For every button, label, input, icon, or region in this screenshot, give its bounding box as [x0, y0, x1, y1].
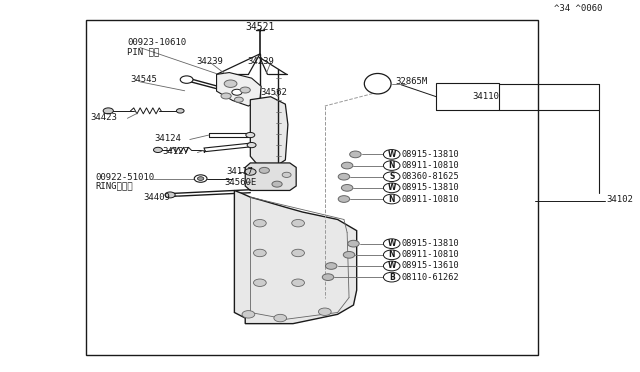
Circle shape	[234, 97, 243, 102]
Text: 34521: 34521	[245, 22, 275, 32]
Text: W: W	[388, 183, 396, 192]
Text: RINGリング: RINGリング	[95, 182, 133, 190]
Polygon shape	[216, 73, 261, 106]
Circle shape	[383, 150, 400, 159]
Circle shape	[195, 175, 207, 182]
Circle shape	[341, 185, 353, 191]
Text: ^34 ^0060: ^34 ^0060	[554, 4, 602, 13]
Circle shape	[180, 76, 193, 83]
Text: 34423: 34423	[90, 113, 117, 122]
Circle shape	[198, 177, 204, 180]
Text: 34102: 34102	[606, 195, 633, 203]
Circle shape	[338, 173, 349, 180]
Text: 32865M: 32865M	[395, 77, 427, 86]
Text: 08110-61262: 08110-61262	[401, 273, 459, 282]
Polygon shape	[245, 163, 296, 190]
Text: 34409: 34409	[143, 193, 170, 202]
Circle shape	[292, 219, 305, 227]
Circle shape	[244, 169, 256, 175]
Circle shape	[326, 263, 337, 269]
Ellipse shape	[364, 74, 391, 94]
Text: 08915-13810: 08915-13810	[401, 150, 459, 159]
Circle shape	[383, 183, 400, 193]
Text: N: N	[388, 250, 395, 259]
Circle shape	[383, 172, 400, 182]
Circle shape	[253, 249, 266, 257]
Circle shape	[154, 147, 163, 153]
Circle shape	[165, 192, 175, 198]
Circle shape	[323, 274, 333, 280]
Circle shape	[383, 194, 400, 204]
Text: 34117: 34117	[226, 167, 253, 176]
Circle shape	[343, 251, 355, 258]
Circle shape	[253, 219, 266, 227]
Text: 34124: 34124	[154, 134, 181, 143]
Text: 34110: 34110	[472, 92, 499, 101]
Text: 08911-10810: 08911-10810	[401, 195, 459, 203]
Text: N: N	[388, 195, 395, 203]
Text: W: W	[388, 262, 396, 270]
Circle shape	[349, 151, 361, 158]
Text: W: W	[388, 150, 396, 159]
Text: 00922-51010: 00922-51010	[95, 173, 155, 182]
Circle shape	[221, 93, 231, 99]
Text: 34127: 34127	[163, 147, 189, 156]
Circle shape	[272, 181, 282, 187]
Polygon shape	[250, 97, 288, 167]
Circle shape	[259, 167, 269, 173]
Text: S: S	[389, 172, 394, 181]
Circle shape	[292, 249, 305, 257]
Text: 08915-13810: 08915-13810	[401, 239, 459, 248]
Circle shape	[338, 196, 349, 202]
Circle shape	[247, 142, 256, 148]
Text: 08911-10810: 08911-10810	[401, 161, 459, 170]
Circle shape	[177, 109, 184, 113]
Text: 08915-13610: 08915-13610	[401, 262, 459, 270]
Text: N: N	[388, 161, 395, 170]
Text: B: B	[389, 273, 395, 282]
Text: W: W	[388, 239, 396, 248]
Circle shape	[292, 279, 305, 286]
Circle shape	[232, 89, 242, 95]
Circle shape	[319, 308, 332, 315]
Circle shape	[383, 250, 400, 260]
Circle shape	[253, 279, 266, 286]
Text: PIN ピン: PIN ピン	[127, 47, 159, 56]
Polygon shape	[234, 190, 356, 324]
Text: 34560E: 34560E	[224, 178, 257, 187]
Circle shape	[341, 162, 353, 169]
Circle shape	[282, 172, 291, 177]
Circle shape	[240, 87, 250, 93]
Text: 34545: 34545	[130, 76, 157, 84]
Circle shape	[383, 261, 400, 271]
Circle shape	[224, 80, 237, 87]
Circle shape	[274, 314, 287, 322]
Text: 00923-10610: 00923-10610	[127, 38, 186, 47]
Text: 08915-13810: 08915-13810	[401, 183, 459, 192]
Circle shape	[242, 311, 255, 318]
Circle shape	[246, 132, 255, 138]
Text: 08360-81625: 08360-81625	[401, 172, 459, 181]
Text: 34239: 34239	[248, 57, 275, 66]
Circle shape	[383, 239, 400, 248]
Text: 34239: 34239	[196, 57, 223, 66]
Circle shape	[103, 108, 113, 114]
Bar	[86, 20, 538, 355]
Text: 08911-10810: 08911-10810	[401, 250, 459, 259]
Circle shape	[383, 272, 400, 282]
Bar	[436, 83, 499, 110]
Circle shape	[383, 161, 400, 170]
Circle shape	[348, 240, 359, 247]
Text: 34562: 34562	[260, 88, 287, 97]
